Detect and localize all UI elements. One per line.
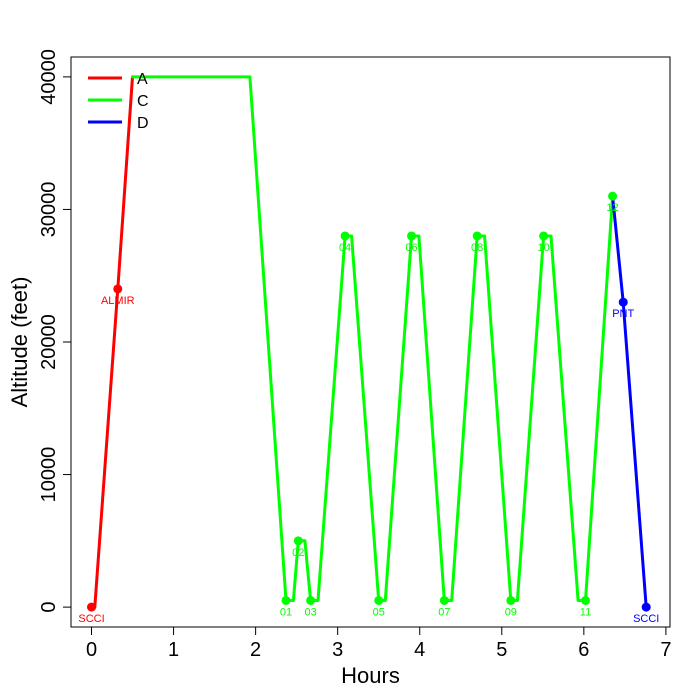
waypoint-marker xyxy=(539,231,549,241)
legend-label-A: A xyxy=(137,71,148,88)
waypoint-marker xyxy=(439,595,449,605)
waypoint-marker xyxy=(407,231,417,241)
waypoint-marker xyxy=(113,284,123,294)
waypoint-label: 02 xyxy=(292,547,304,559)
waypoint-marker xyxy=(374,595,384,605)
x-tick-label: 7 xyxy=(660,639,671,661)
waypoint-label: 11 xyxy=(580,606,591,618)
waypoint-label: SCCI xyxy=(633,613,659,625)
waypoint-label: 05 xyxy=(373,606,385,618)
waypoint-marker xyxy=(306,595,316,605)
waypoint-label: 10 xyxy=(538,242,550,254)
plot-frame xyxy=(70,56,671,628)
waypoint-marker xyxy=(472,231,482,241)
waypoint-label: 09 xyxy=(505,606,517,618)
points-layer: SCCI ALMIR 01 02 03 04 05 06 07 08 09 10 11 12 PNT SCCI xyxy=(78,191,659,625)
waypoint-marker xyxy=(87,602,97,612)
waypoint-marker xyxy=(281,595,291,605)
waypoint-label: 08 xyxy=(471,242,483,254)
waypoint-label: 07 xyxy=(438,606,450,618)
waypoint-marker xyxy=(506,595,516,605)
y-tick-label: 20000 xyxy=(38,314,60,370)
y-tick-label: 40000 xyxy=(38,49,60,105)
waypoint-label: 01 xyxy=(280,606,292,618)
waypoint-label: SCCI xyxy=(78,613,104,625)
x-tick-label: 2 xyxy=(250,639,261,661)
y-tick-label: 30000 xyxy=(38,182,60,238)
waypoint-marker xyxy=(641,602,651,612)
waypoint-label: PNT xyxy=(612,308,634,320)
waypoint-marker xyxy=(293,536,303,546)
x-tick-label: 6 xyxy=(578,639,589,661)
waypoint-label: 04 xyxy=(339,242,351,254)
waypoint-marker xyxy=(580,595,590,605)
waypoint-marker xyxy=(618,297,628,307)
waypoint-label: 12 xyxy=(606,202,618,214)
x-tick-label: 3 xyxy=(332,639,343,661)
waypoint-marker xyxy=(340,231,350,241)
x-tick-label: 0 xyxy=(86,639,97,661)
legend: ACD xyxy=(88,71,149,132)
waypoint-marker xyxy=(608,191,618,201)
y-axis-title: Altitude (feet) xyxy=(7,277,32,408)
waypoint-label: 06 xyxy=(405,242,417,254)
waypoint-label: 03 xyxy=(304,606,316,618)
y-tick-label: 0 xyxy=(38,602,60,613)
legend-label-C: C xyxy=(137,93,149,110)
x-tick-label: 1 xyxy=(168,639,179,661)
legend-label-D: D xyxy=(137,115,149,132)
x-axis-title: Hours xyxy=(341,663,400,688)
waypoint-label: ALMIR xyxy=(101,295,135,307)
x-tick-label: 5 xyxy=(496,639,507,661)
x-tick-label: 4 xyxy=(414,639,425,661)
y-tick-label: 10000 xyxy=(38,447,60,503)
